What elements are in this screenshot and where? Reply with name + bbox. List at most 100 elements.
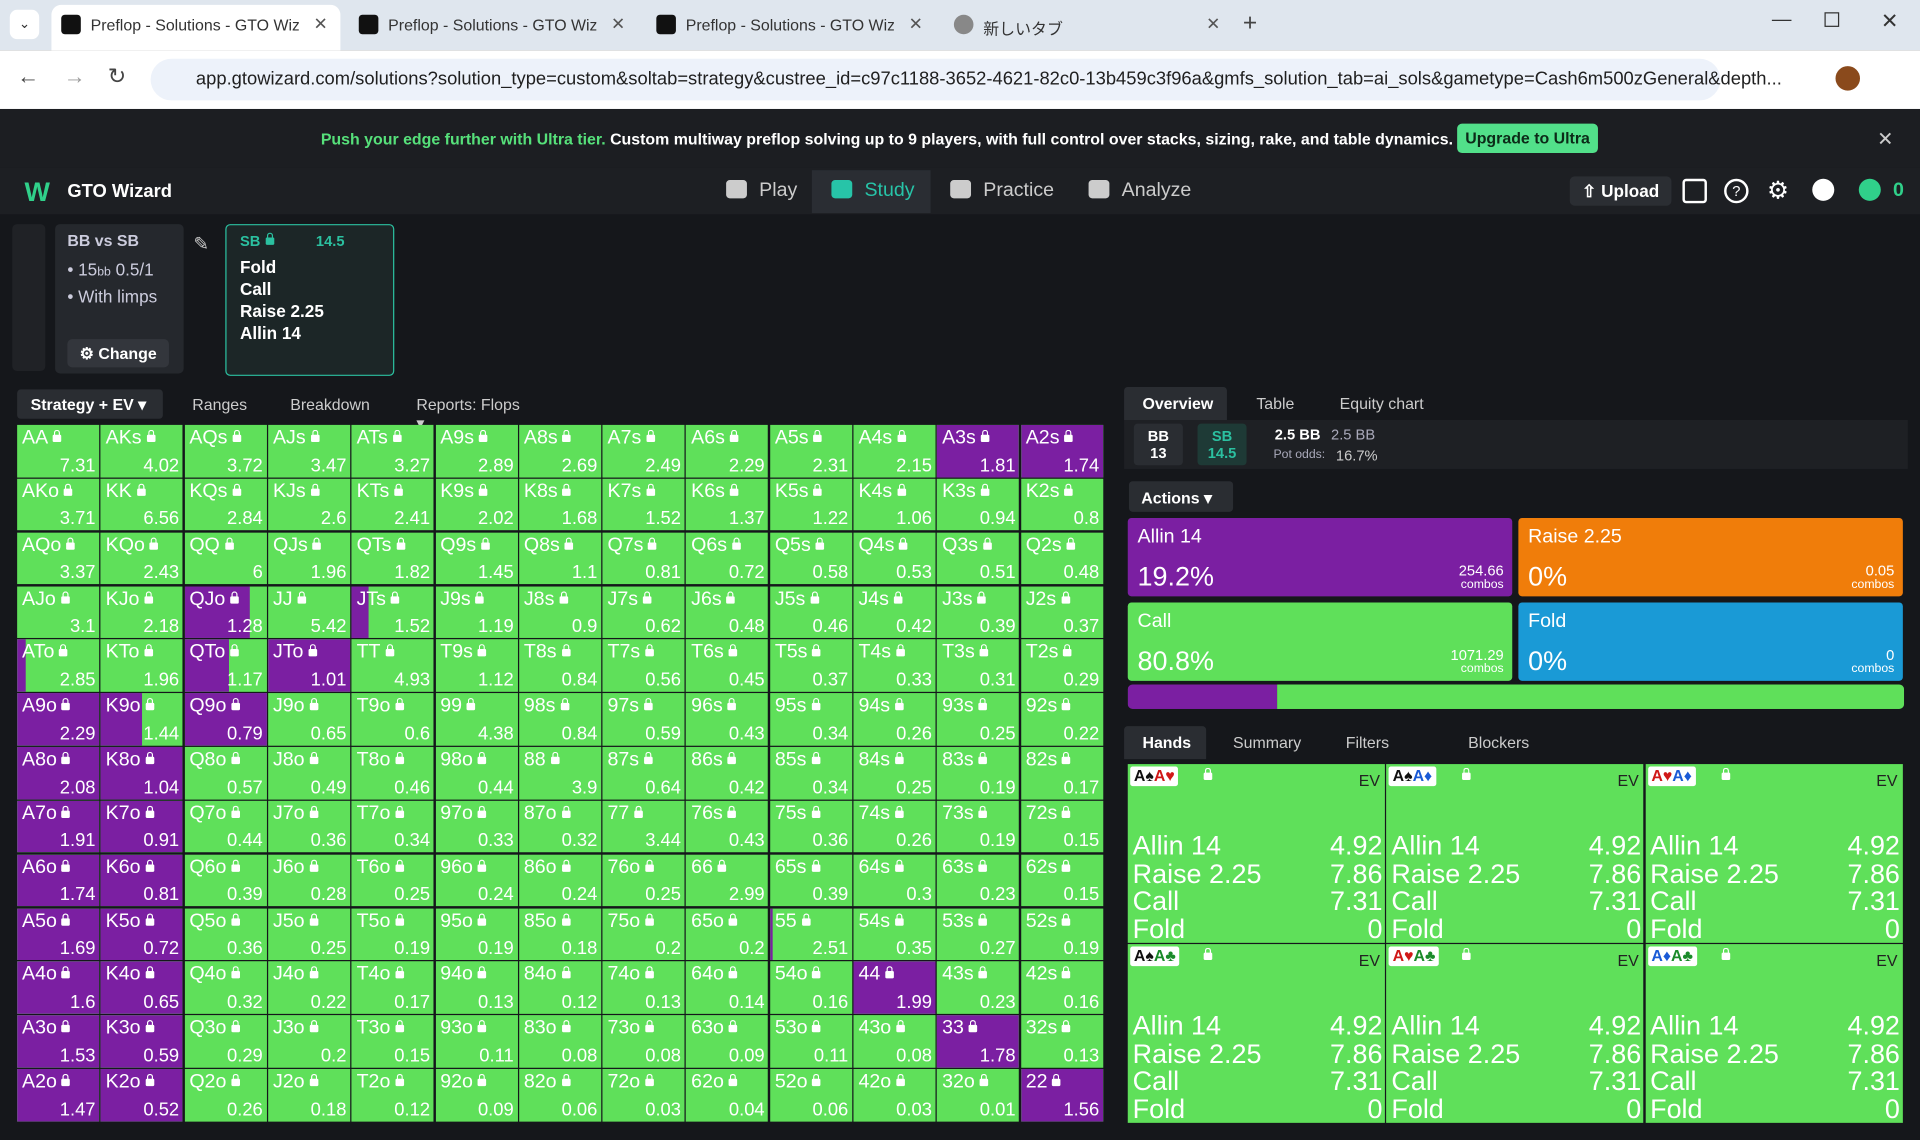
hand-cell[interactable]: AKo 3.71 [17, 478, 100, 531]
hand-cell[interactable]: K2s 0.8 [1020, 478, 1103, 531]
hand-cell[interactable]: T7s 0.56 [602, 639, 685, 692]
hand-cell[interactable]: J3o 0.2 [268, 1015, 351, 1068]
hand-cell[interactable]: A5s 2.31 [769, 424, 852, 477]
hand-cell[interactable]: JTo 1.01 [268, 639, 351, 692]
hand-cell[interactable]: 95s 0.34 [769, 693, 852, 746]
hand-cell[interactable]: A8o 2.08 [17, 747, 100, 800]
hand-cell[interactable]: T9s 1.12 [435, 639, 518, 692]
toolbar-tab[interactable]: Reports: Flops ▾ [416, 395, 520, 433]
logo[interactable]: W [24, 176, 50, 207]
hand-cell[interactable]: J6o 0.28 [268, 854, 351, 907]
hand-cell[interactable]: J9o 0.65 [268, 693, 351, 746]
hand-cell[interactable]: ATo 2.85 [17, 639, 100, 692]
hand-cell[interactable]: J4o 0.22 [268, 961, 351, 1014]
hand-cell[interactable]: QJo 1.28 [184, 585, 267, 639]
hand-cell[interactable]: 72o 0.03 [602, 1069, 685, 1122]
hand-cell[interactable]: AKs 4.02 [100, 424, 183, 477]
upload-button[interactable]: ⇧ Upload [1569, 176, 1672, 206]
hand-cell[interactable]: 99 4.38 [435, 693, 518, 746]
hand-cell[interactable]: KQs 2.84 [184, 478, 267, 531]
hand-card[interactable] [1127, 944, 1385, 1123]
hand-cell[interactable]: K8s 1.68 [518, 478, 602, 531]
hand-cell[interactable]: 44 1.99 [853, 961, 936, 1014]
hand-cell[interactable]: Q7o 0.44 [184, 800, 267, 853]
hand-cell[interactable]: Q9o 0.79 [184, 693, 267, 746]
hand-cell[interactable]: 53o 0.11 [769, 1015, 852, 1068]
hand-cell[interactable]: 66 2.99 [686, 854, 769, 907]
hands-tab[interactable]: Hands [1142, 733, 1192, 752]
hand-cell[interactable]: J2s 0.37 [1020, 585, 1103, 639]
hand-cell[interactable]: K7o 0.91 [100, 800, 183, 853]
hand-cell[interactable]: 72s 0.15 [1020, 800, 1103, 853]
hand-cell[interactable]: T9o 0.6 [351, 693, 434, 746]
hand-cell[interactable]: T6o 0.25 [351, 854, 434, 907]
hand-cell[interactable]: K9s 2.02 [435, 478, 518, 531]
hand-cell[interactable]: J5s 0.46 [769, 585, 852, 639]
hand-cell[interactable]: 82s 0.17 [1020, 747, 1103, 800]
hand-cell[interactable]: Q5s 0.58 [769, 532, 852, 585]
hand-cell[interactable]: KTo 1.96 [100, 639, 183, 692]
hand-cell[interactable]: QQ 6 [184, 532, 267, 585]
back[interactable]: ← [17, 63, 40, 89]
hand-cell[interactable]: K6s 1.37 [686, 478, 769, 531]
hand-cell[interactable]: 92s 0.22 [1020, 693, 1103, 746]
hand-cell[interactable]: TT 4.93 [351, 639, 434, 692]
hand-cell[interactable]: 65o 0.2 [686, 908, 769, 961]
hands-tab[interactable]: Summary [1233, 733, 1302, 752]
tab-list-button[interactable]: ⌄ [9, 9, 40, 40]
hand-cell[interactable]: T8o 0.46 [351, 747, 434, 800]
hand-cell[interactable]: 52s 0.19 [1020, 908, 1103, 961]
hand-cell[interactable]: T2s 0.29 [1020, 639, 1103, 692]
tab-title[interactable]: Preflop - Solutions - GTO Wizar [685, 15, 894, 35]
hand-cell[interactable]: T5o 0.19 [351, 908, 434, 961]
restore[interactable] [1824, 12, 1840, 27]
hand-cell[interactable]: J2o 0.18 [268, 1069, 351, 1122]
hand-cell[interactable]: AA 7.31 [17, 424, 100, 477]
hand-cell[interactable]: A6s 2.29 [686, 424, 769, 477]
hand-cell[interactable]: A2s 1.74 [1020, 424, 1103, 477]
hand-cell[interactable]: 53s 0.27 [937, 908, 1020, 961]
hand-cell[interactable]: 98s 0.84 [518, 693, 602, 746]
hand-card[interactable] [1386, 764, 1644, 943]
hand-cell[interactable]: 95o 0.19 [435, 908, 518, 961]
hand-cell[interactable]: 42o 0.03 [853, 1069, 936, 1122]
hand-cell[interactable]: K6o 0.81 [100, 854, 183, 907]
toolbar-tab[interactable]: Ranges [192, 396, 247, 414]
hand-cell[interactable]: J8o 0.49 [268, 747, 351, 800]
hand-cell[interactable]: 75s 0.36 [769, 800, 852, 853]
screenshot-icon[interactable] [1682, 178, 1707, 204]
tab-title[interactable]: 新しいタブ [983, 19, 1063, 38]
hands-tab[interactable]: Blockers [1468, 733, 1530, 752]
hand-cell[interactable]: 83o 0.08 [518, 1015, 602, 1068]
hand-cell[interactable]: 87s 0.64 [602, 747, 685, 800]
hand-cell[interactable]: K4o 0.65 [100, 961, 183, 1014]
hand-cell[interactable]: K8o 1.04 [100, 747, 183, 800]
hand-cell[interactable]: 54s 0.35 [853, 908, 936, 961]
action-card[interactable] [1518, 517, 1903, 597]
hand-cell[interactable]: J7s 0.62 [602, 585, 685, 639]
hand-cell[interactable]: KTs 2.41 [351, 478, 434, 531]
hand-cell[interactable]: Q8o 0.57 [184, 747, 267, 800]
hand-cell[interactable]: 74o 0.13 [602, 961, 685, 1014]
hand-cell[interactable]: 84o 0.12 [518, 961, 602, 1014]
hand-cell[interactable]: 55 2.51 [769, 908, 852, 961]
new-tab-button[interactable]: + [1242, 9, 1258, 37]
hand-cell[interactable]: T3s 0.31 [937, 639, 1020, 692]
close-banner[interactable]: ✕ [1877, 129, 1894, 151]
hand-cell[interactable]: 82o 0.06 [518, 1069, 602, 1122]
hand-cell[interactable]: 62s 0.15 [1020, 854, 1103, 907]
hand-cell[interactable]: T7o 0.34 [351, 800, 434, 853]
mode-label[interactable]: Strategy + EV ▾ [30, 395, 147, 414]
action-card[interactable] [1518, 602, 1903, 681]
hand-cell[interactable]: K2o 0.52 [100, 1069, 183, 1122]
tab-title[interactable]: Preflop - Solutions - GTO Wizar [90, 15, 299, 35]
hand-cell[interactable]: 32o 0.01 [937, 1069, 1020, 1122]
edit-icon[interactable]: ✎ [193, 233, 209, 255]
hand-cell[interactable]: J8s 0.9 [518, 585, 602, 639]
hand-cell[interactable]: JTs 1.52 [351, 585, 434, 639]
node-action[interactable]: Call [240, 279, 272, 299]
hand-cell[interactable]: 76o 0.25 [602, 854, 685, 907]
hand-cell[interactable]: J9s 1.19 [435, 585, 518, 639]
help-icon[interactable]: ? [1724, 178, 1749, 204]
hand-cell[interactable]: Q8s 1.1 [518, 532, 602, 585]
